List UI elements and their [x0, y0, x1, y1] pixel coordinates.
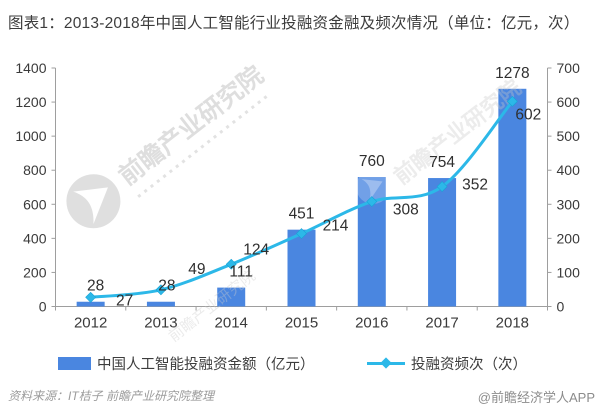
right-axis-tick-label: 300 [557, 196, 581, 212]
diamond-marker-2015 [296, 228, 307, 240]
diamond-marker-icon [380, 357, 392, 369]
bar-2015 [287, 229, 316, 307]
bar-series-swatch-icon [58, 356, 91, 370]
line-value-label: 49 [188, 261, 205, 278]
x-axis-category-label: 2018 [496, 315, 529, 332]
right-axis-tick-label: 100 [557, 264, 581, 280]
chart-title: 图表1：2013-2018年中国人工智能行业投融资金融及频次情况（单位：亿元，次… [8, 15, 580, 32]
legend-label-frequency: 投融资频次（次） [411, 356, 527, 373]
legend-item-amount: 中国人工智能投融资金额（亿元） [58, 352, 315, 374]
bar-2013 [146, 301, 175, 307]
x-axis-category-label: 2014 [215, 315, 248, 332]
bar-value-label: 754 [429, 154, 455, 171]
diamond-marker-2014 [225, 258, 237, 270]
x-axis-category-label: 2016 [355, 315, 388, 332]
left-axis-tick-label: 1000 [15, 128, 46, 144]
bar-value-label: 1278 [495, 65, 529, 82]
watermark-main: 前瞻产业研究院 [66, 60, 269, 229]
data-source-note: 资料来源：IT桔子 前瞻产业研究院整理 [8, 389, 214, 403]
right-axis-tick-label: 200 [557, 230, 581, 246]
bar-value-label: 451 [289, 206, 315, 223]
right-axis-tick-label: 600 [557, 94, 581, 110]
legend: 中国人工智能投融资金额（亿元） 投融资频次（次） [0, 352, 600, 374]
bar-value-label: 760 [359, 153, 385, 170]
line-value-label: 124 [243, 241, 269, 258]
diamond-marker-2018 [506, 95, 518, 107]
bar-2017 [428, 178, 457, 307]
left-axis-tick-label: 800 [23, 162, 47, 178]
line-value-label: 602 [515, 106, 541, 123]
line-value-label: 352 [462, 177, 488, 194]
left-axis-tick-label: 200 [23, 264, 47, 280]
line-value-label: 308 [393, 202, 419, 219]
left-axis-tick-label: 400 [23, 230, 47, 246]
bar-2014 [217, 287, 246, 307]
x-axis-category-label: 2013 [144, 315, 177, 332]
right-axis-tick-label: 400 [557, 162, 581, 178]
x-axis-category-label: 2012 [74, 315, 107, 332]
bar-value-label: 28 [158, 278, 175, 295]
app-credit: @前瞻经济学人APP [477, 390, 595, 405]
left-axis-tick-label: 600 [23, 196, 47, 212]
x-axis-category-label: 2015 [285, 315, 318, 332]
bar-2018 [498, 88, 527, 307]
legend-item-frequency: 投融资频次（次） [367, 352, 527, 374]
bar-value-label: 28 [87, 278, 104, 295]
legend-label-amount: 中国人工智能投融资金额（亿元） [97, 356, 315, 373]
left-axis-tick-label: 0 [39, 299, 47, 315]
bar-2012 [76, 301, 105, 307]
left-axis-tick-label: 1400 [15, 60, 46, 76]
line-series-marker-icon [367, 357, 405, 370]
diamond-marker-2017 [436, 181, 448, 192]
right-axis-tick-label: 0 [557, 299, 565, 315]
bar-value-label: 111 [229, 264, 253, 281]
diamond-marker-2013 [155, 284, 167, 296]
line-value-label: 214 [323, 218, 349, 235]
watermark-main-text: 前瞻产业研究院 [113, 60, 269, 191]
watermark-logo-icon [356, 170, 390, 204]
left-axis-tick-label: 1200 [15, 94, 46, 110]
diamond-marker-2016 [366, 196, 378, 207]
right-axis-tick-label: 500 [557, 128, 581, 144]
x-axis-category-label: 2017 [425, 315, 458, 332]
right-axis-tick-label: 700 [557, 60, 581, 76]
diamond-marker-2012 [85, 291, 97, 303]
line-value-label: 27 [116, 292, 133, 309]
